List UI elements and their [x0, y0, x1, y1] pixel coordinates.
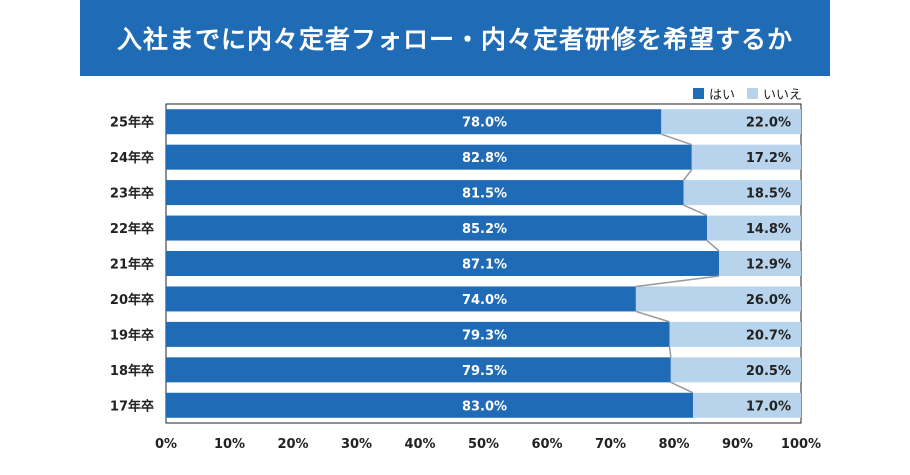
- data-label-no: 12.9%: [746, 258, 791, 273]
- category-label: 22年卒: [110, 221, 154, 237]
- x-tick-label: 100%: [781, 437, 821, 452]
- legend-label-yes: はい: [708, 88, 735, 103]
- category-label: 21年卒: [110, 257, 154, 273]
- data-label-yes: 83.0%: [462, 399, 507, 414]
- category-label: 17年卒: [110, 398, 154, 414]
- data-label-no: 26.0%: [746, 293, 791, 308]
- data-label-no: 18.5%: [746, 187, 791, 202]
- data-label-no: 17.0%: [746, 399, 791, 414]
- data-label-yes: 79.5%: [462, 364, 507, 379]
- bar-yes: [166, 392, 694, 418]
- data-label-yes: 87.1%: [462, 258, 507, 273]
- legend: はい いいえ: [692, 84, 802, 103]
- data-label-yes: 78.0%: [462, 116, 507, 131]
- x-tick-label: 40%: [404, 437, 435, 452]
- data-label-no: 20.5%: [746, 364, 791, 379]
- bar-yes: [166, 144, 692, 170]
- series-line: [682, 169, 693, 181]
- data-label-yes: 81.5%: [462, 187, 507, 202]
- legend-label-no: いいえ: [762, 88, 802, 103]
- bar-no: [683, 180, 801, 206]
- bar-no: [635, 286, 801, 312]
- category-label: 24年卒: [110, 150, 154, 166]
- series-line: [668, 346, 672, 358]
- bar-yes: [166, 357, 671, 383]
- x-tick-label: 70%: [595, 437, 626, 452]
- bar-no: [669, 321, 801, 347]
- series-line: [661, 133, 693, 146]
- data-label-no: 20.7%: [746, 328, 791, 343]
- series-line: [683, 204, 708, 217]
- x-tick-label: 50%: [468, 437, 499, 452]
- series-line: [706, 239, 720, 252]
- bar-no: [670, 357, 801, 383]
- bar-yes: [166, 321, 670, 347]
- x-tick-label: 0%: [155, 437, 177, 452]
- bar-yes: [166, 180, 684, 206]
- legend-swatch-yes: [692, 88, 704, 99]
- data-label-no: 17.2%: [746, 151, 791, 166]
- x-tick-label: 60%: [531, 437, 562, 452]
- bar-yes: [166, 109, 662, 135]
- x-tick-label: 30%: [341, 437, 372, 452]
- legend-item-no: いいえ: [746, 84, 802, 103]
- bar-yes: [166, 286, 636, 312]
- bar-no: [693, 392, 801, 418]
- bar-no: [719, 251, 801, 276]
- data-label-yes: 85.2%: [462, 222, 507, 237]
- data-label-yes: 79.3%: [462, 328, 507, 343]
- x-tick-label: 20%: [277, 437, 308, 452]
- category-label: 18年卒: [110, 363, 154, 379]
- x-tick-label: 90%: [722, 437, 753, 452]
- bar-no: [707, 215, 801, 241]
- series-line: [635, 310, 670, 323]
- x-tick-label: 10%: [214, 437, 245, 452]
- bar-yes: [166, 251, 720, 276]
- category-label: 20年卒: [110, 292, 154, 308]
- series-line: [635, 275, 720, 288]
- data-label-no: 22.0%: [746, 116, 791, 131]
- series-line: [670, 381, 694, 394]
- category-label: 23年卒: [110, 186, 154, 202]
- legend-item-yes: はい: [692, 84, 735, 103]
- bar-no: [691, 144, 801, 170]
- chart-title: 入社までに内々定者フォロー・内々定者研修を希望するか: [116, 25, 793, 54]
- bar-no: [661, 109, 801, 135]
- category-label: 25年卒: [110, 115, 154, 131]
- legend-swatch-no: [746, 88, 758, 99]
- data-label-yes: 74.0%: [462, 293, 507, 308]
- data-label-no: 14.8%: [746, 222, 791, 237]
- bar-yes: [166, 215, 708, 241]
- data-label-yes: 82.8%: [462, 151, 507, 166]
- category-label: 19年卒: [110, 327, 154, 343]
- x-tick-label: 80%: [658, 437, 689, 452]
- title-banner: 入社までに内々定者フォロー・内々定者研修を希望するか: [80, 0, 830, 76]
